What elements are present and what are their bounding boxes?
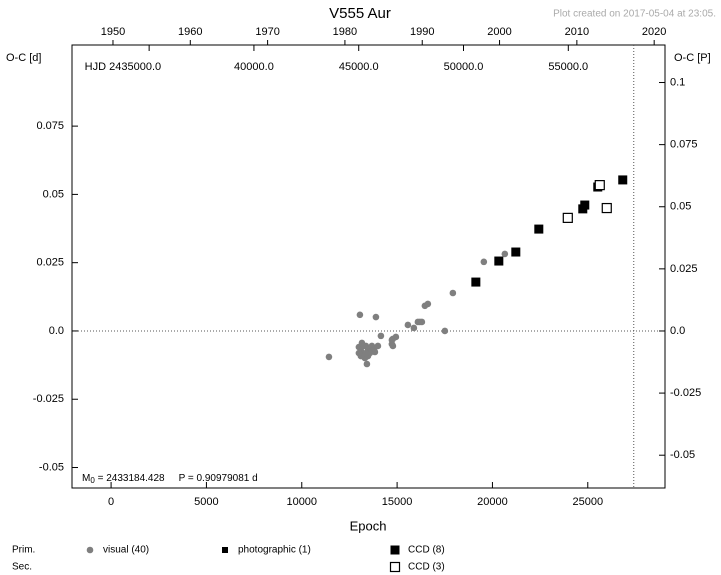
legend-swatch bbox=[390, 545, 400, 555]
y-tick-label: 0.05 bbox=[43, 188, 64, 200]
plot-date: Plot created on 2017-05-04 at 23:05. bbox=[553, 9, 716, 20]
x-tick-label: 5000 bbox=[194, 496, 218, 508]
point bbox=[356, 311, 364, 319]
y2-tick-label: -0.05 bbox=[670, 449, 695, 461]
y-tick-label: 0.075 bbox=[36, 120, 64, 132]
point bbox=[374, 342, 382, 350]
y-tick-label: -0.05 bbox=[39, 461, 64, 473]
legend-row-label: Prim. bbox=[12, 545, 35, 556]
point bbox=[388, 336, 396, 344]
period: P = 0.90979081 d bbox=[179, 473, 258, 484]
point bbox=[471, 277, 481, 287]
year-tick-label: 1970 bbox=[255, 26, 279, 38]
point bbox=[355, 349, 363, 357]
legend-label: photographic (1) bbox=[238, 545, 311, 556]
hjd-tick-label: 45000.0 bbox=[339, 61, 379, 73]
x-tick-label: 25000 bbox=[572, 496, 603, 508]
point bbox=[511, 247, 521, 257]
point bbox=[618, 175, 628, 185]
point bbox=[410, 324, 418, 332]
point bbox=[372, 313, 380, 321]
point bbox=[404, 321, 412, 329]
chart-title: V555 Aur bbox=[329, 5, 391, 22]
point bbox=[424, 300, 432, 308]
year-tick-label: 1990 bbox=[410, 26, 434, 38]
point bbox=[389, 342, 397, 350]
m0-value: = 2433184.428 bbox=[95, 473, 165, 484]
legend-swatch bbox=[389, 561, 401, 573]
y2-tick-label: 0.025 bbox=[670, 263, 698, 275]
legend-label: visual (40) bbox=[103, 545, 149, 556]
legend-row-label: Sec. bbox=[12, 562, 32, 573]
point bbox=[494, 256, 504, 266]
x-axis-title: Epoch bbox=[350, 518, 387, 533]
hjd-tick-label: HJD 2435000.0 bbox=[85, 61, 161, 73]
x-tick-label: 10000 bbox=[286, 496, 317, 508]
x-tick-label: 15000 bbox=[382, 496, 413, 508]
point bbox=[377, 332, 385, 340]
x-tick-label: 0 bbox=[108, 496, 114, 508]
point bbox=[363, 360, 371, 368]
point bbox=[371, 348, 379, 356]
y2-axis-title: O-C [P] bbox=[674, 52, 711, 64]
y2-tick-label: -0.025 bbox=[670, 387, 701, 399]
y2-tick-label: 0.075 bbox=[670, 139, 698, 151]
elements-note: M0 = 2433184.428 P = 0.90979081 d bbox=[82, 473, 258, 485]
point bbox=[534, 224, 544, 234]
plot-frame bbox=[71, 44, 666, 489]
m0-subscript: 0 bbox=[90, 476, 95, 485]
hjd-tick-label: 55000.0 bbox=[548, 61, 588, 73]
year-tick-label: 2000 bbox=[487, 26, 511, 38]
point bbox=[416, 318, 424, 326]
legend-swatch bbox=[86, 546, 94, 554]
point bbox=[594, 180, 605, 191]
point bbox=[441, 327, 449, 335]
point bbox=[325, 353, 333, 361]
legend-swatch bbox=[222, 547, 228, 553]
y2-tick-label: 0.0 bbox=[670, 325, 685, 337]
year-tick-label: 1960 bbox=[178, 26, 202, 38]
point bbox=[501, 250, 509, 258]
hjd-tick-label: 50000.0 bbox=[444, 61, 484, 73]
legend-label: CCD (8) bbox=[408, 545, 445, 556]
point bbox=[362, 349, 370, 357]
y-axis-title: O-C [d] bbox=[6, 52, 41, 64]
year-tick-label: 2020 bbox=[642, 26, 666, 38]
m0-symbol: M bbox=[82, 473, 90, 484]
year-tick-label: 2010 bbox=[565, 26, 589, 38]
x-tick-label: 20000 bbox=[477, 496, 508, 508]
year-tick-label: 1980 bbox=[333, 26, 357, 38]
hjd-tick-label: 40000.0 bbox=[234, 61, 274, 73]
point bbox=[580, 200, 590, 210]
y-tick-label: 0.025 bbox=[36, 257, 64, 269]
y-tick-label: 0.0 bbox=[49, 325, 64, 337]
y-tick-label: -0.025 bbox=[33, 393, 64, 405]
point bbox=[601, 202, 612, 214]
point bbox=[480, 258, 488, 266]
point bbox=[562, 212, 573, 223]
point bbox=[358, 339, 366, 347]
year-tick-label: 1950 bbox=[101, 26, 125, 38]
y2-tick-label: 0.1 bbox=[670, 76, 685, 88]
point bbox=[449, 289, 457, 297]
y2-tick-label: 0.05 bbox=[670, 201, 691, 213]
legend-label: CCD (3) bbox=[408, 562, 445, 573]
